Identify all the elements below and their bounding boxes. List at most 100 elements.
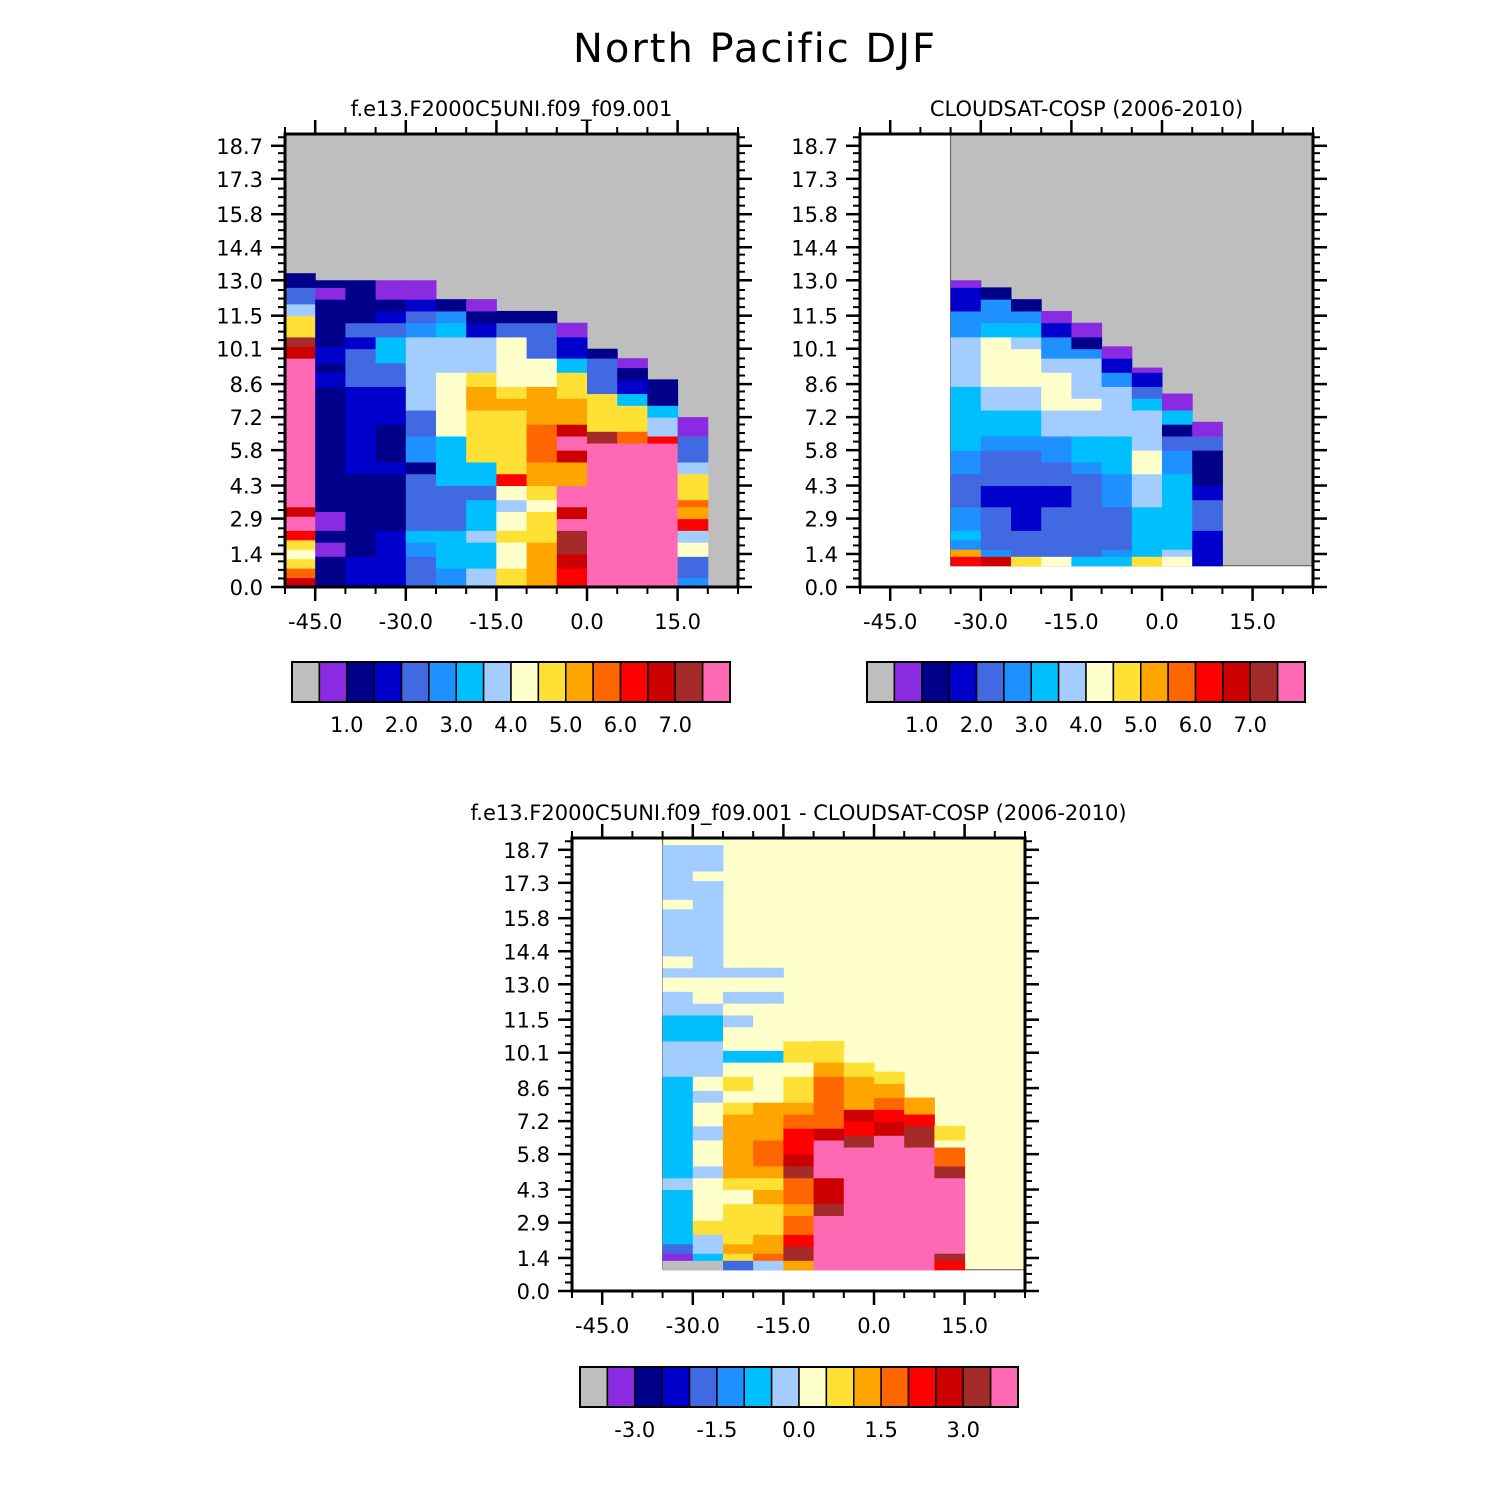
heatmap-cell (285, 315, 316, 338)
heatmap-cell (496, 473, 528, 487)
colorbar-box (537, 661, 567, 703)
heatmap-cell (843, 1109, 875, 1122)
heatmap-cell (647, 417, 679, 437)
heatmap-cell (1192, 421, 1223, 437)
heatmap-cell (496, 499, 528, 512)
heatmap-cell (1192, 450, 1223, 487)
heatmap-cell (662, 1014, 694, 1042)
heatmap-cell (783, 1026, 815, 1042)
heatmap-cell (1131, 506, 1163, 550)
heatmap-cell (662, 845, 694, 900)
heatmap-cell (496, 398, 528, 411)
heatmap-cell (1192, 556, 1223, 567)
heatmap-cell (723, 991, 754, 1004)
heatmap-cell (843, 1121, 875, 1136)
x-tick-label: -15.0 (1044, 610, 1098, 634)
colorbar-box (661, 1366, 691, 1408)
heatmap-cell (783, 1114, 815, 1129)
heatmap-cell (783, 1203, 815, 1216)
heatmap-cell (315, 287, 346, 300)
heatmap-cell (783, 1215, 815, 1235)
heatmap-cell (813, 1140, 845, 1179)
y-tick-label: 0.0 (517, 1280, 550, 1304)
colorbar-label: 0.0 (782, 1418, 815, 1442)
heatmap-cell (662, 991, 694, 1016)
heatmap-cell (345, 322, 377, 338)
heatmap-cell (813, 1090, 845, 1115)
heatmap-cell (436, 530, 467, 557)
panel-1: 0.0 1.4 2.9 4.3 5.8 7.2 8.6 10.1 11.5 13.0 14.4 15.… (216, 97, 752, 737)
y-tick-label: 1.4 (517, 1247, 550, 1271)
heatmap-cell (950, 280, 982, 288)
heatmap-cell (1131, 398, 1163, 411)
heatmap-cell (692, 1102, 724, 1127)
heatmap-cell (692, 871, 724, 881)
heatmap-cell (843, 1147, 875, 1271)
heatmap-cell (405, 485, 437, 531)
heatmap-cell (556, 336, 588, 359)
y-tick-label: 8.6 (517, 1077, 550, 1101)
heatmap-cell (1041, 549, 1072, 557)
colorbar-box (1222, 661, 1251, 703)
heatmap-cell (692, 1076, 724, 1091)
heatmap-cell (315, 280, 346, 288)
heatmap-cell (934, 1165, 966, 1179)
heatmap-cell (783, 1154, 815, 1167)
heatmap-cell (692, 967, 724, 978)
heatmap-cell (1162, 424, 1193, 437)
heatmap-cell (1041, 556, 1072, 567)
heatmap-cell (783, 1128, 815, 1141)
heatmap-cell (526, 336, 558, 359)
heatmap-cell (405, 530, 437, 543)
y-tick-label: 14.4 (503, 940, 550, 964)
colorbar-box (989, 1366, 1019, 1408)
heatmap-cell (934, 1253, 966, 1261)
heatmap-cell (526, 322, 558, 338)
heatmap-cell (526, 310, 558, 324)
heatmap-cell (1071, 336, 1103, 350)
heatmap-cell (1131, 556, 1163, 567)
heatmap-cell (1162, 436, 1193, 451)
y-tick-label: 13.0 (791, 269, 838, 293)
heatmap-cell (375, 322, 407, 338)
heatmap-cell (345, 556, 377, 588)
heatmap-cell (1101, 436, 1133, 463)
heatmap-cell (1011, 310, 1042, 324)
heatmap-cell (526, 568, 558, 588)
heatmap-cell (662, 1076, 694, 1179)
heatmap-cell (1011, 549, 1042, 557)
heatmap-cell (950, 386, 982, 451)
heatmap-cell (783, 1102, 815, 1115)
heatmap-cell (587, 405, 618, 418)
heatmap-cell (662, 1189, 694, 1245)
colorbar-box (893, 661, 923, 703)
heatmap-cell (617, 443, 648, 588)
heatmap-cell (496, 461, 528, 475)
heatmap-cell (315, 372, 346, 387)
heatmap-cell (692, 1177, 724, 1191)
heatmap-cell (950, 530, 982, 541)
y-tick-label: 15.8 (791, 203, 838, 227)
y-tick-label: 2.9 (230, 508, 263, 532)
heatmap-cell (375, 386, 407, 425)
heatmap-cell (934, 1125, 966, 1141)
heatmap-cell (556, 553, 588, 569)
heatmap-cell (980, 310, 1012, 324)
heatmap-cell (466, 424, 497, 437)
heatmap-cell (753, 1114, 784, 1141)
heatmap-cell (843, 1135, 875, 1148)
heatmap-cell (1041, 461, 1072, 487)
heatmap-cell (315, 542, 346, 557)
heatmap-cell (753, 1203, 784, 1235)
heatmap-cell (617, 379, 648, 395)
heatmap-cell (556, 322, 588, 338)
heatmap-cell (647, 405, 679, 418)
heatmap-cell (285, 336, 316, 347)
heatmap-cell (285, 506, 316, 517)
heatmap-cell (285, 568, 316, 579)
heatmap-cell (980, 506, 1012, 531)
heatmap-cell (662, 1243, 694, 1254)
heatmap-cell (692, 1253, 724, 1261)
y-tick-label: 10.1 (791, 338, 838, 362)
y-tick-label: 13.0 (503, 973, 550, 997)
